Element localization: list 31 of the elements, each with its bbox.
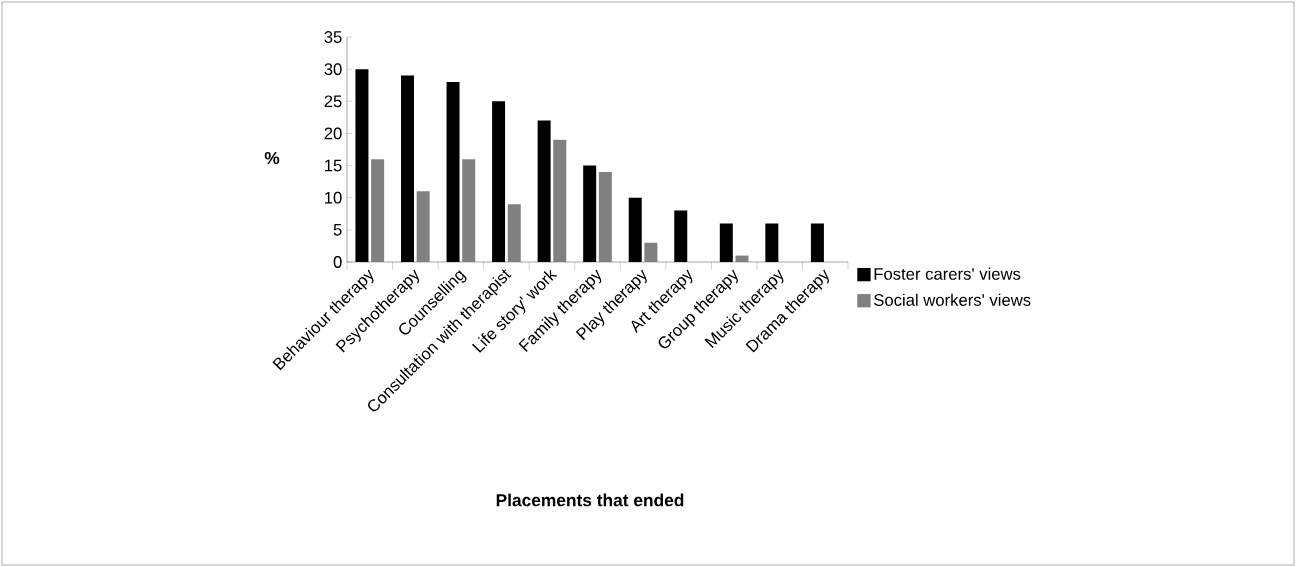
y-tick-label: 5 — [333, 224, 342, 236]
y-axis-title: % — [264, 151, 280, 165]
legend-label: Foster carers' views — [874, 267, 1021, 280]
bar — [719, 223, 733, 262]
bar — [507, 204, 521, 262]
bar — [492, 101, 506, 262]
bar — [446, 82, 460, 262]
y-tick-label: 15 — [325, 159, 342, 172]
y-tick-label: 10 — [325, 191, 342, 204]
bar — [416, 191, 430, 262]
x-axis-title: Placements that ended — [496, 493, 684, 507]
bar — [583, 165, 597, 262]
bar — [810, 223, 824, 262]
bar — [537, 120, 551, 262]
bar — [371, 159, 385, 262]
legend-label: Social workers' views — [874, 293, 1031, 306]
bar — [674, 210, 688, 262]
bar — [735, 255, 749, 262]
y-tick-label: 35 — [324, 31, 342, 43]
bar — [462, 159, 476, 262]
bar — [400, 75, 414, 262]
y-tick-label: 25 — [324, 95, 342, 108]
bar — [355, 69, 369, 262]
bar — [553, 139, 567, 262]
y-tick-label: 0 — [333, 256, 342, 268]
bar — [628, 197, 642, 262]
bar — [644, 242, 658, 262]
y-tick-label: 20 — [324, 127, 342, 140]
y-tick-label: 30 — [324, 63, 342, 76]
bar — [765, 223, 779, 262]
bar — [598, 171, 612, 262]
